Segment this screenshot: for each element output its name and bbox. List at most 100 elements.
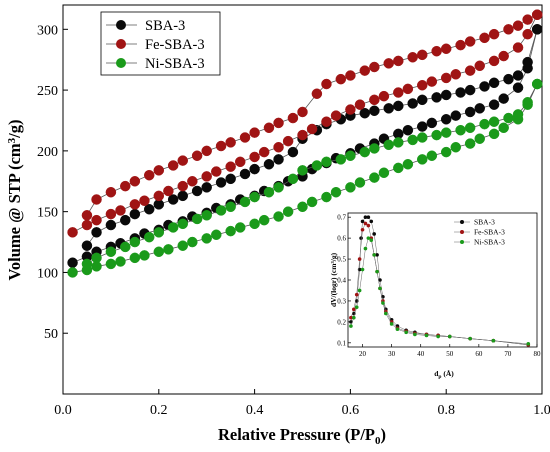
legend-marker (116, 58, 126, 68)
inset-sba-3-point (372, 232, 376, 236)
inset-x-tick-label: 60 (475, 350, 483, 358)
y-tick-label: 300 (37, 23, 58, 38)
inset-ni-sba-3-point (526, 342, 531, 346)
ni-sba-3-point (139, 250, 150, 261)
sba-3-point (201, 182, 212, 193)
fe-sba-3-point (163, 185, 174, 197)
ni-sba-3-point (239, 196, 251, 208)
fe-sba-3-point (225, 161, 236, 172)
ni-sba-3-point (311, 160, 323, 171)
fe-sba-3-point (258, 146, 270, 158)
ni-sba-3-point (258, 214, 270, 226)
sba-3-point (120, 214, 131, 226)
fe-sba-3-point (273, 117, 284, 129)
fe-sba-3-point (191, 150, 203, 161)
inset-y-tick-label: 0.7 (337, 214, 346, 222)
inset-ni-sba-3-point (363, 246, 368, 251)
fe-sba-3-point (522, 14, 533, 25)
fe-sba-3-point (455, 39, 466, 51)
fe-sba-3-point (450, 69, 462, 80)
ni-sba-3-point (345, 150, 356, 161)
sba-3-point (177, 190, 188, 202)
inset-x-tick-label: 20 (359, 350, 367, 358)
ni-sba-3-point (273, 211, 284, 222)
fe-sba-3-point (522, 28, 533, 40)
ni-sba-3-point (531, 78, 543, 90)
fe-sba-3-point (249, 127, 260, 138)
ni-sba-3-point (81, 258, 93, 270)
fe-sba-3-point (201, 171, 212, 182)
sba-3-point (273, 154, 284, 165)
sba-3-point (263, 158, 275, 170)
ni-sba-3-point (464, 138, 476, 149)
fe-sba-3-point (167, 160, 179, 171)
inset-ni-sba-3-point (384, 311, 388, 316)
sba-3-point (450, 110, 462, 121)
main-x-axis-title: Relative Pressure (P/P0) (218, 425, 386, 447)
inset-x-tick-label: 40 (417, 350, 425, 358)
y-tick-label: 100 (37, 266, 58, 281)
fe-sba-3-point (417, 79, 428, 91)
fe-sba-3-point (512, 20, 524, 31)
ni-sba-3-point (335, 154, 347, 165)
x-tick-label: 1.0 (533, 403, 550, 418)
ni-sba-3-point (321, 156, 332, 168)
ni-sba-3-point (297, 201, 308, 213)
fe-sba-3-point (282, 135, 294, 147)
inset-x-tick-label: 30 (388, 350, 396, 358)
fe-sba-3-point (105, 208, 117, 220)
inset-ni-sba-3-point (436, 334, 440, 339)
ni-sba-3-point (273, 182, 284, 193)
inset-legend-label: Ni-SBA-3 (474, 238, 505, 247)
fe-sba-3-point (369, 94, 380, 106)
inset-y-axis-title: dV/(logr) (cm³/g) (329, 252, 338, 307)
x-tick-label: 0.6 (342, 403, 360, 418)
sba-3-point (129, 208, 141, 220)
inset-fe-sba-3-point (357, 257, 362, 261)
main-plot-frame (62, 4, 543, 395)
inset-ni-sba-3-point (468, 336, 472, 341)
fe-sba-3-point (393, 55, 404, 67)
fe-sba-3-adsorption-line (72, 14, 538, 233)
ni-sba-3-point (249, 218, 260, 230)
inset-ni-sba-3-point (352, 315, 356, 320)
inset-fe-sba-3-point (352, 307, 356, 312)
sba-3-point (455, 87, 466, 98)
inset-ni-sba-3-point (424, 333, 429, 338)
fe-sba-3-point (129, 199, 141, 210)
inset-sba-3-point (366, 215, 371, 219)
ni-sba-3-point (287, 173, 299, 185)
inset-x-axis: 20 30 40 50 60 70 80 (359, 344, 541, 358)
sba-3-point (440, 114, 452, 125)
ni-sba-3-point (402, 158, 414, 170)
legend-label: SBA-3 (145, 18, 185, 34)
ni-sba-3-point (474, 133, 485, 144)
sba-3-point (503, 73, 514, 85)
sba-3-point (215, 177, 227, 188)
sba-3-point (426, 117, 438, 129)
legend-marker (116, 20, 126, 30)
ni-sba-3-point (191, 213, 203, 225)
sba-3-point (512, 70, 524, 81)
inset-y-tick-label: 0.3 (337, 297, 346, 305)
fe-sba-3-point (359, 65, 371, 76)
fe-sba-3-point (215, 140, 227, 152)
sba-3-point (488, 77, 500, 89)
fe-sba-3-point (81, 210, 93, 221)
fe-sba-3-point (503, 24, 514, 35)
sba-3-point (67, 257, 78, 268)
sba-3-point (479, 81, 490, 92)
sba-3-point (81, 240, 93, 251)
inset-legend-marker (460, 240, 464, 244)
legend-label: Ni-SBA-3 (145, 56, 205, 72)
inset-plot-frame (347, 212, 538, 348)
ni-sba-3-point (234, 222, 246, 233)
main-plot-series (67, 9, 543, 278)
fe-sba-3-point (115, 205, 126, 216)
sba-3-point (369, 105, 380, 117)
ni-sba-3-point (369, 143, 380, 154)
fe-sba-3-point (393, 87, 404, 98)
inset-ni-sba-3-point (354, 305, 359, 310)
ni-sba-3-point (177, 240, 188, 251)
sba-3-point (239, 168, 251, 180)
